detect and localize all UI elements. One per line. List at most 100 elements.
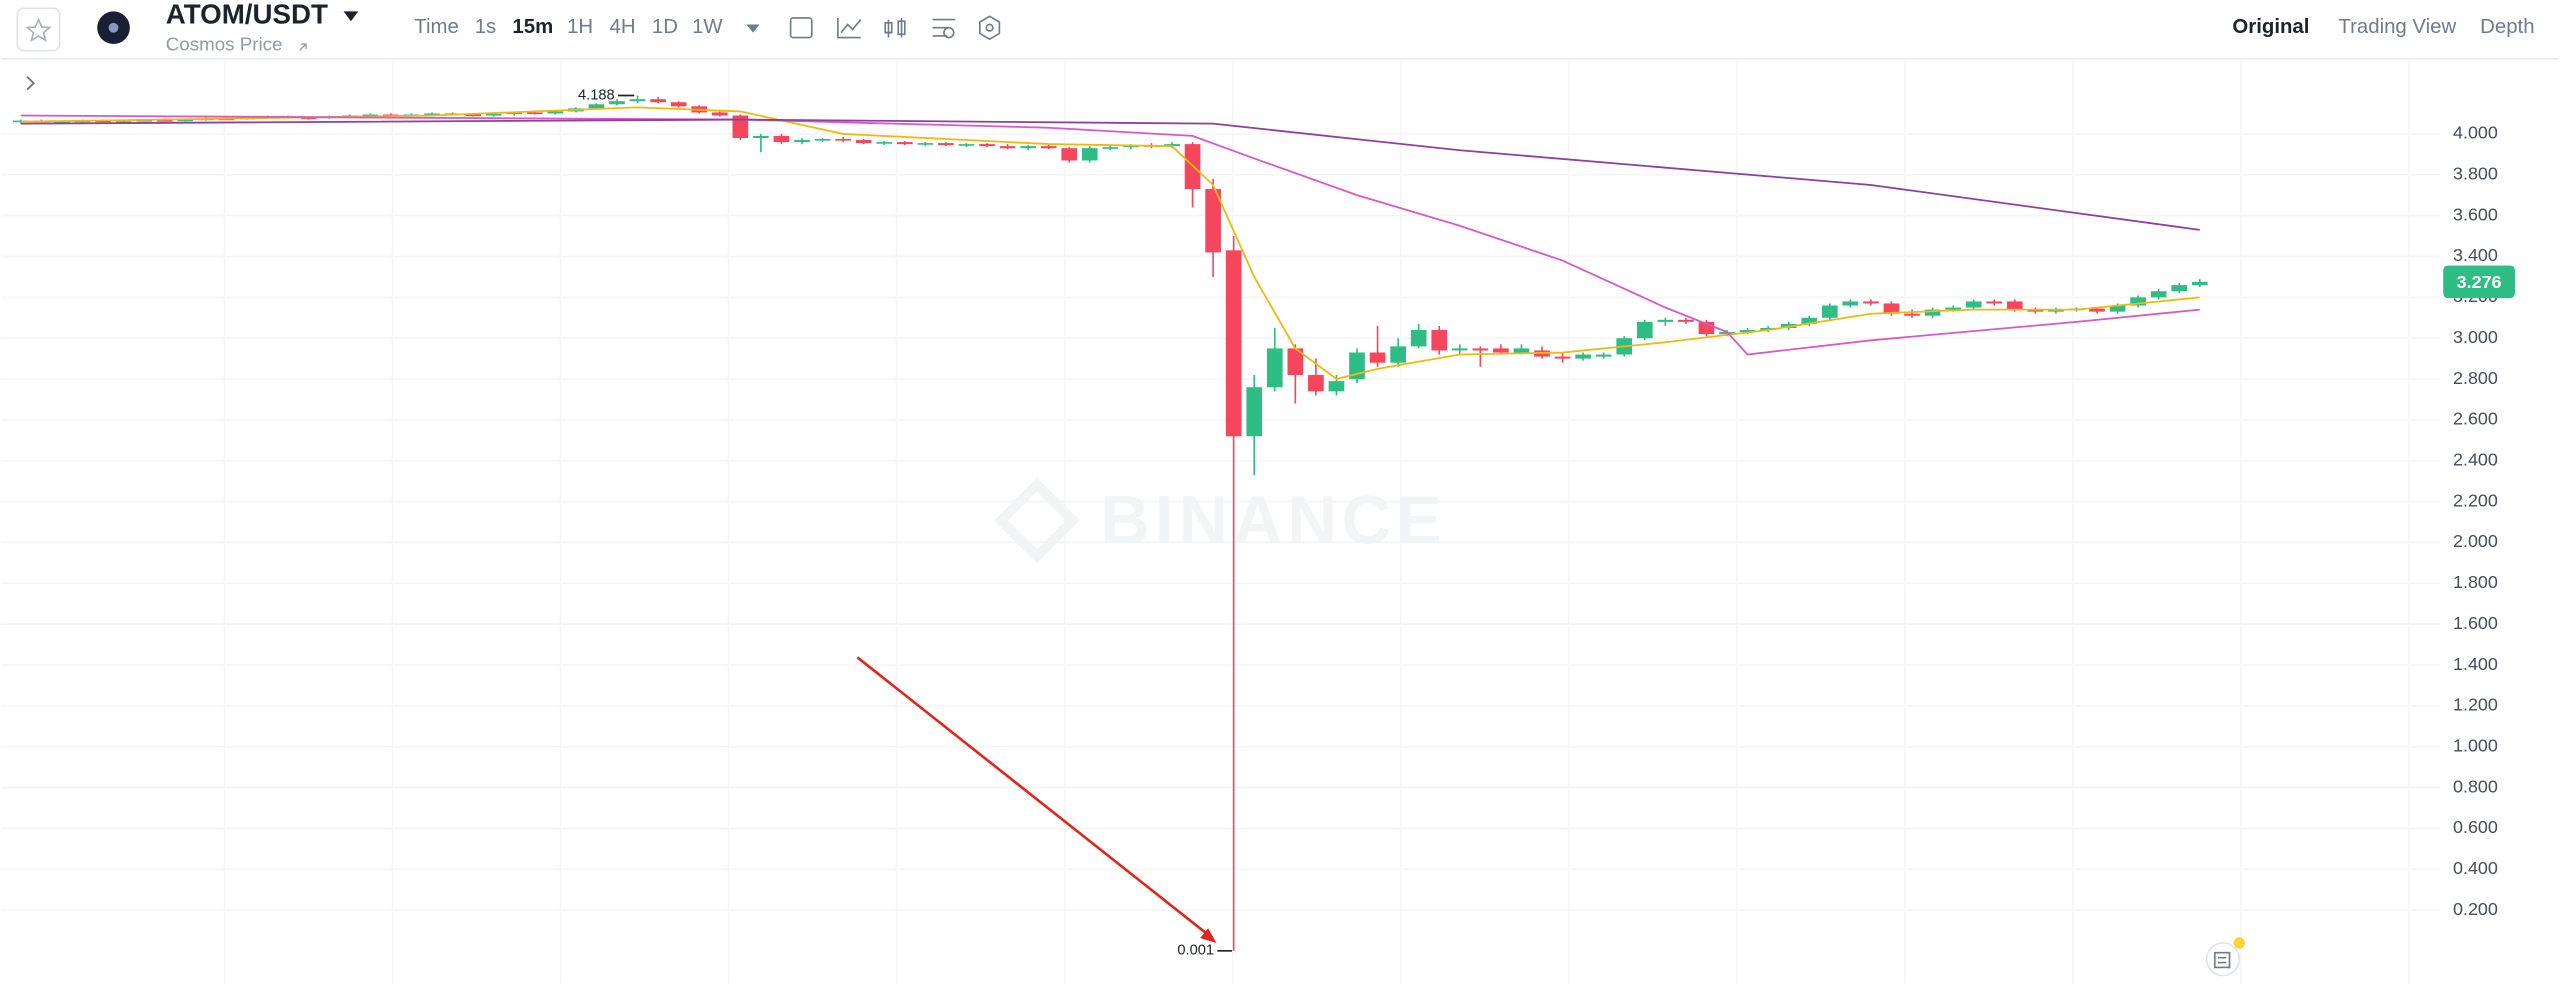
candle-body [1678,319,1694,322]
interval-button[interactable]: 4H [610,16,636,38]
candle-body [2027,309,2044,312]
candle-body [629,99,646,102]
y-tick-label: 3.800 [2453,163,2498,183]
candle-body [2130,297,2146,306]
candle-body [794,140,810,143]
red-arrow-line [856,656,1210,936]
candle-body [773,135,790,143]
candle-body [2150,291,2167,298]
candle-body [2089,308,2105,312]
more-dropdown[interactable] [746,24,760,33]
candle-body [1205,189,1221,253]
interval-button[interactable]: 15m [512,16,553,38]
candle-body [115,121,132,123]
last-price-badge [2443,265,2515,299]
candle-body [485,113,502,116]
candle-body [1369,352,1386,363]
pair-name[interactable]: ATOM/USDT [166,0,328,30]
settings-list-gear [943,26,955,39]
candle-body [1081,148,1098,161]
candle-body [424,113,440,116]
interval-button[interactable]: Time [414,16,459,38]
settings-tool[interactable] [979,15,1001,41]
star-icon [25,17,52,43]
candle-body [1595,354,1612,357]
candle-body [855,140,872,144]
interval-button[interactable]: 1s [475,16,497,38]
indicator-tool[interactable] [837,17,862,39]
candle-body [609,101,625,105]
candle-body [1266,348,1283,388]
watermark-logo [994,477,1080,564]
view-button[interactable]: Trading View [2338,16,2456,38]
candle-body [1390,346,1406,363]
y-tick-label: 0.400 [2453,858,2498,878]
candle-body [1657,319,1674,322]
candle-body [1287,348,1304,375]
candle-body [753,135,769,138]
candle-body [814,139,831,141]
candle-body [1020,146,1036,149]
view-button[interactable]: Original [2232,16,2309,38]
header: ATOM/USDT Cosmos Price Time 1s 15m 1H 4H 1D 1W… [0,0,2560,60]
y-tick-label: 1.800 [2453,572,2498,592]
favorite-button[interactable] [16,7,61,52]
candle-body [1164,144,1180,147]
pair-dropdown[interactable] [343,11,359,22]
candle-body [1308,374,1324,392]
candle-body [1801,317,1818,324]
candle-body [177,119,194,122]
candle-body [526,112,543,115]
external-icon [299,43,307,52]
interval-button[interactable]: 1W [692,16,723,38]
candle-body [1904,313,1920,316]
last-price-label: 3.276 [2457,272,2502,292]
high-label: 4.188 [578,87,615,103]
candle-body [1225,250,1242,437]
candle-body [1513,348,1530,353]
moving-average-line [20,114,2200,356]
view-switch: Original Trading View Depth [2232,16,2534,38]
interval-bar: Time 1s 15m 1H 4H 1D 1W [414,16,723,38]
calendar-tool[interactable] [789,17,813,39]
candle-body [465,114,481,117]
notes-button[interactable] [2205,942,2241,977]
candle-body [1945,307,1961,310]
interval-button[interactable]: 1H [567,16,593,38]
candle-body [2191,281,2208,286]
candle-body [588,104,605,109]
pair-subtitle[interactable]: Cosmos Price [166,34,283,55]
candle-body [1102,147,1119,149]
y-tick-label: 0.800 [2453,776,2498,796]
view-button[interactable]: Depth [2480,16,2534,38]
candle-body [1328,381,1345,392]
moving-average-line [20,106,2200,380]
y-tick-label: 2.800 [2453,368,2498,388]
candle-body [1575,354,1591,359]
candle-body [1431,330,1448,351]
red-arrow-head [1200,928,1217,943]
candle-body [711,112,728,116]
expand-toolbar[interactable] [26,75,35,91]
candle-body [917,143,934,145]
y-tick-label: 1.200 [2453,695,2498,715]
y-tick-label: 3.600 [2453,204,2498,224]
y-tick-label: 2.600 [2453,409,2498,429]
candle-body [1554,356,1571,359]
candle-body [1760,327,1776,331]
y-tick-label: 4.000 [2453,123,2498,143]
interval-button[interactable]: 1D [652,16,678,38]
candle-body [1061,148,1078,161]
low-label: 0.001 [1177,943,1214,959]
candle-body [650,99,666,103]
candle-body [2048,309,2064,312]
candle-body [979,144,995,147]
y-tick-label: 2.200 [2453,490,2498,510]
candle-body [300,117,317,120]
candle-body [2109,305,2126,312]
candle-body [506,112,523,115]
candle-body [938,143,954,146]
chart-type-tool[interactable] [884,17,906,38]
candle-body [1739,330,1756,333]
